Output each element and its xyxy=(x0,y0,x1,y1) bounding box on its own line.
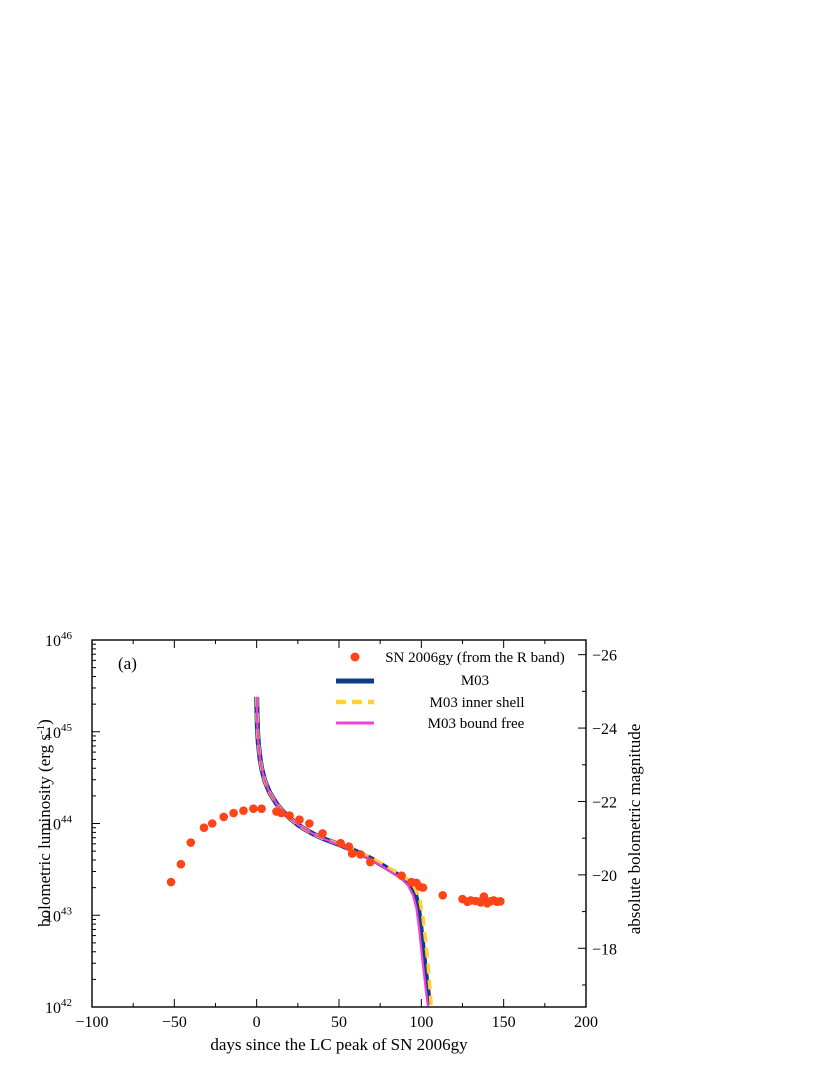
y-tick-label-exponent: 42 xyxy=(61,997,72,1009)
y-axis-label: bolometric luminosity (erg s-1) xyxy=(35,719,54,927)
y-tick-label: 1045 xyxy=(45,722,73,742)
x-tick-label: 50 xyxy=(331,1014,347,1031)
y-tick-label: 1044 xyxy=(45,814,73,834)
y-tick-label-base: 10 xyxy=(45,725,61,742)
y-tick-label-exponent: 46 xyxy=(61,630,73,642)
data-point-sn2006gy xyxy=(295,815,304,825)
data-point-sn2006gy xyxy=(344,842,354,851)
series-line-m03-inner-shell xyxy=(254,696,433,1006)
data-point-sn2006gy xyxy=(219,812,229,822)
plot-frame xyxy=(91,639,587,1008)
right-axis-tick-label: −22 xyxy=(592,794,617,811)
right-axis-ticks xyxy=(578,654,586,986)
y-tick-label-base: 10 xyxy=(45,817,61,834)
data-point-sn2006gy xyxy=(229,808,238,818)
right-axis-tick-label: −18 xyxy=(592,941,617,958)
y-tick-label: 1043 xyxy=(45,905,73,925)
data-point-sn2006gy xyxy=(356,850,365,859)
panel-label: (a) xyxy=(118,654,137,673)
y-axis-label-close: ) xyxy=(35,719,54,725)
series-layer xyxy=(166,696,505,1007)
data-point-sn2006gy xyxy=(336,838,345,848)
data-point-sn2006gy xyxy=(277,808,286,818)
data-point-sn2006gy xyxy=(418,883,428,892)
right-axis-tick-label: −24 xyxy=(592,721,617,738)
data-point-sn2006gy xyxy=(186,838,196,847)
series-line-m03 xyxy=(254,696,433,1006)
x-tick-label: 150 xyxy=(492,1014,516,1031)
y-tick-label-base: 10 xyxy=(45,908,61,925)
y-tick-label-exponent: 44 xyxy=(61,814,73,826)
series-line-m03-bound-free xyxy=(255,696,430,1007)
legend-label-sn2006gy: SN 2006gy (from the R band) xyxy=(385,650,565,666)
x-tick-label: 0 xyxy=(253,1014,261,1031)
x-tick-label: 200 xyxy=(574,1014,598,1031)
legend-marker-sn2006gy xyxy=(350,652,360,662)
y-axis-label-exponent: -1 xyxy=(35,725,47,734)
x-tick-label: −50 xyxy=(162,1014,187,1031)
data-point-sn2006gy xyxy=(239,806,248,815)
legend-label-m03: M03 xyxy=(461,673,489,689)
y-tick-label-exponent: 45 xyxy=(61,722,73,734)
data-point-sn2006gy xyxy=(199,823,209,832)
legend-label-m03-inner-shell: M03 inner shell xyxy=(430,695,525,711)
legend: SN 2006gy (from the R band) M03 M03 inne… xyxy=(336,650,565,732)
data-point-sn2006gy xyxy=(347,849,357,858)
y-tick-label: 1046 xyxy=(45,630,73,650)
data-point-sn2006gy xyxy=(496,896,505,906)
x-tick-labels: −100 −50 0 50 100 150 200 xyxy=(75,1014,598,1031)
data-point-sn2006gy xyxy=(397,871,406,880)
data-point-sn2006gy xyxy=(207,819,217,828)
x-tick-label: −100 xyxy=(75,1014,108,1031)
data-point-sn2006gy xyxy=(318,829,327,838)
y-tick-label: 1042 xyxy=(45,997,72,1017)
data-point-sn2006gy xyxy=(365,857,375,867)
data-point-sn2006gy xyxy=(257,804,266,813)
right-axis-tick-labels: −26 −24 −22 −20 −18 xyxy=(592,648,617,959)
y-tick-label-base: 10 xyxy=(45,633,61,650)
data-point-sn2006gy xyxy=(305,819,314,828)
right-axis-tick-label: −20 xyxy=(592,868,617,885)
legend-label-m03-bound-free: M03 bound free xyxy=(428,716,525,732)
y-tick-label-base: 10 xyxy=(45,1000,61,1017)
y-tick-label-exponent: 43 xyxy=(61,905,73,917)
data-point-sn2006gy xyxy=(285,811,294,820)
right-axis-label: absolute bolometric magnitude xyxy=(625,724,644,935)
right-axis-tick-label: −26 xyxy=(592,648,617,665)
data-point-sn2006gy xyxy=(176,859,186,869)
data-point-sn2006gy xyxy=(166,877,176,887)
y-axis-label-text: bolometric luminosity (erg s xyxy=(35,734,54,927)
data-point-sn2006gy xyxy=(249,804,258,813)
x-axis-label: days since the LC peak of SN 2006gy xyxy=(210,1035,468,1054)
data-point-sn2006gy xyxy=(438,890,448,900)
data-point-sn2006gy xyxy=(479,892,489,901)
x-tick-label: 100 xyxy=(409,1014,433,1031)
